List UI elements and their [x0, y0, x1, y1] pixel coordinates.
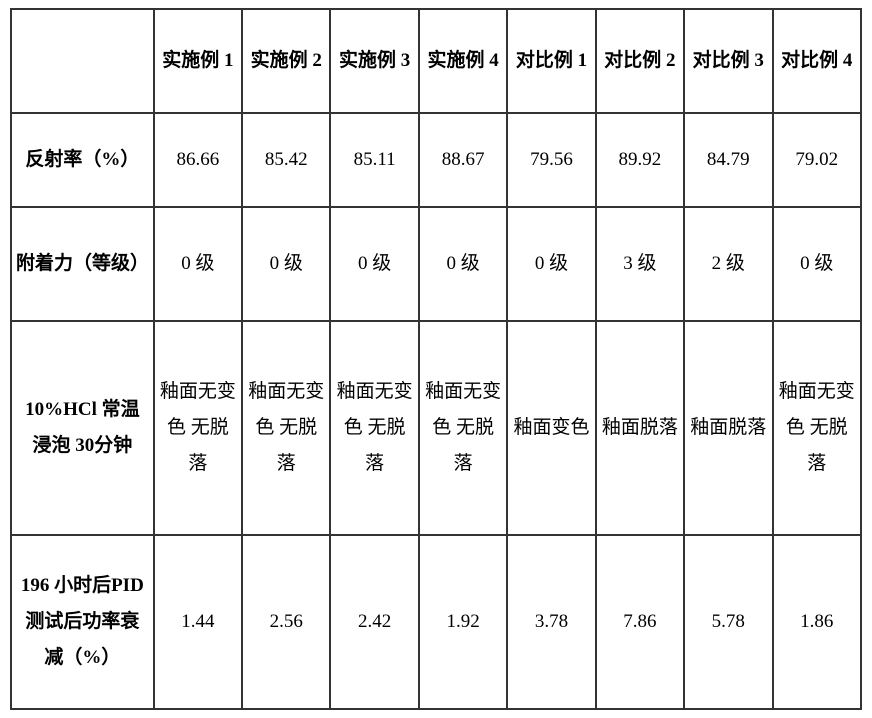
- table-header-row: 实施例 1 实施例 2 实施例 3 实施例 4 对比例 1 对比例 2 对比例 …: [11, 9, 861, 113]
- cell: 釉面无变色 无脱落: [419, 321, 507, 535]
- row-label-reflectance: 反射率（%）: [11, 113, 154, 207]
- row-label-hcl: 10%HCl 常温浸泡 30分钟: [11, 321, 154, 535]
- table-row: 10%HCl 常温浸泡 30分钟 釉面无变色 无脱落 釉面无变色 无脱落 釉面无…: [11, 321, 861, 535]
- table-row: 196 小时后PID 测试后功率衰减（%） 1.44 2.56 2.42 1.9…: [11, 535, 861, 709]
- col-header-cmp1: 对比例 1: [507, 9, 595, 113]
- cell: 3 级: [596, 207, 684, 321]
- cell: 7.86: [596, 535, 684, 709]
- cell: 2.42: [330, 535, 418, 709]
- cell: 0 级: [330, 207, 418, 321]
- table-container: 实施例 1 实施例 2 实施例 3 实施例 4 对比例 1 对比例 2 对比例 …: [0, 0, 872, 718]
- cell: 0 级: [773, 207, 862, 321]
- row-label-adhesion: 附着力（等级）: [11, 207, 154, 321]
- cell: 79.56: [507, 113, 595, 207]
- cell: 85.42: [242, 113, 330, 207]
- cell: 釉面无变色 无脱落: [154, 321, 242, 535]
- cell: 1.86: [773, 535, 862, 709]
- cell: 89.92: [596, 113, 684, 207]
- cell: 88.67: [419, 113, 507, 207]
- cell: 1.92: [419, 535, 507, 709]
- cell: 2.56: [242, 535, 330, 709]
- cell: 0 级: [419, 207, 507, 321]
- col-header-cmp2: 对比例 2: [596, 9, 684, 113]
- cell: 釉面无变色 无脱落: [773, 321, 862, 535]
- cell: 釉面无变色 无脱落: [330, 321, 418, 535]
- cell: 釉面脱落: [684, 321, 772, 535]
- cell: 0 级: [154, 207, 242, 321]
- cell: 5.78: [684, 535, 772, 709]
- data-table: 实施例 1 实施例 2 实施例 3 实施例 4 对比例 1 对比例 2 对比例 …: [10, 8, 862, 710]
- cell: 0 级: [507, 207, 595, 321]
- col-header-ex1: 实施例 1: [154, 9, 242, 113]
- col-header-ex2: 实施例 2: [242, 9, 330, 113]
- cell: 79.02: [773, 113, 862, 207]
- col-header-cmp4: 对比例 4: [773, 9, 862, 113]
- cell: 84.79: [684, 113, 772, 207]
- row-label-pid: 196 小时后PID 测试后功率衰减（%）: [11, 535, 154, 709]
- cell: 釉面变色: [507, 321, 595, 535]
- cell: 86.66: [154, 113, 242, 207]
- col-header-ex3: 实施例 3: [330, 9, 418, 113]
- cell: 釉面脱落: [596, 321, 684, 535]
- col-header-ex4: 实施例 4: [419, 9, 507, 113]
- cell: 1.44: [154, 535, 242, 709]
- cell: 85.11: [330, 113, 418, 207]
- cell: 3.78: [507, 535, 595, 709]
- cell: 2 级: [684, 207, 772, 321]
- col-header-cmp3: 对比例 3: [684, 9, 772, 113]
- table-row: 反射率（%） 86.66 85.42 85.11 88.67 79.56 89.…: [11, 113, 861, 207]
- col-header-label: [11, 9, 154, 113]
- cell: 0 级: [242, 207, 330, 321]
- table-row: 附着力（等级） 0 级 0 级 0 级 0 级 0 级 3 级 2 级 0 级: [11, 207, 861, 321]
- cell: 釉面无变色 无脱落: [242, 321, 330, 535]
